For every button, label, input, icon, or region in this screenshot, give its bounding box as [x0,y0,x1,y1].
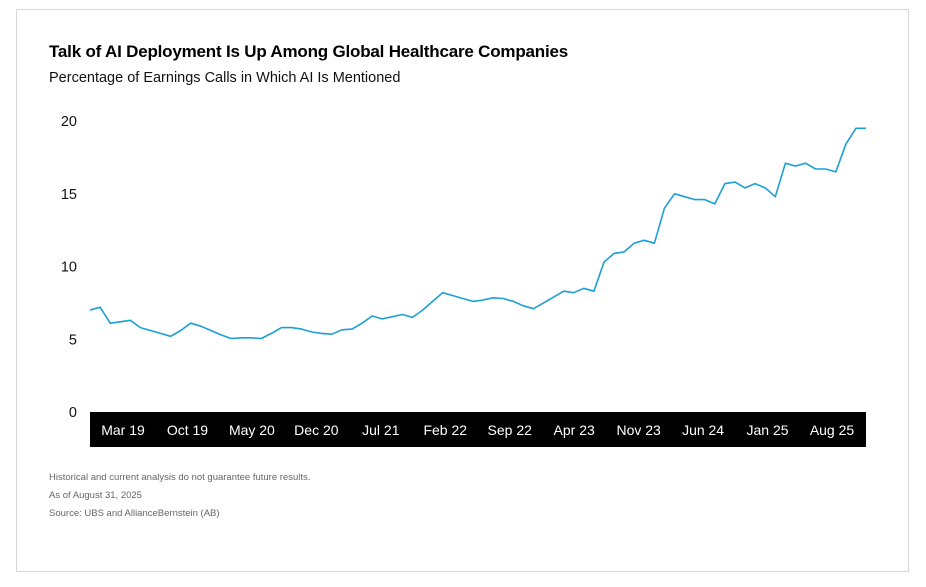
y-tick-label: 10 [61,260,77,276]
y-tick-label: 0 [69,405,77,421]
y-tick-label: 20 [61,114,77,130]
y-tick-label: 15 [61,187,77,203]
y-tick-label: 5 [69,332,77,348]
x-tick-label: Mar 19 [101,422,145,438]
x-tick-label: Jun 24 [682,422,724,438]
footnote-date: As of August 31, 2025 [49,490,142,501]
x-tick-label: Sep 22 [488,422,533,438]
x-tick-label: Aug 25 [810,422,855,438]
x-tick-label: May 20 [229,422,275,438]
footnote-source: Source: UBS and AllianceBernstein (AB) [49,508,220,519]
x-tick-label: Oct 19 [167,422,208,438]
chart-subtitle: Percentage of Earnings Calls in Which AI… [49,70,401,86]
footnotes: Historical and current analysis do not g… [49,471,310,525]
x-tick-label: Feb 22 [423,422,467,438]
x-axis-band [90,412,866,447]
series-line [89,127,866,340]
chart-frame [16,9,909,572]
x-tick-label: Jan 25 [747,422,789,438]
x-tick-label: Nov 23 [616,422,661,438]
y-axis: 0 5 10 15 20 [61,114,77,421]
x-tick-label: Apr 23 [554,422,595,438]
chart-title: Talk of AI Deployment Is Up Among Global… [49,42,568,61]
x-tick-label: Jul 21 [362,422,400,438]
x-axis: Mar 19 Oct 19 May 20 Dec 20 Jul 21 Feb 22 Sep … [101,422,854,438]
footnote-disclaimer: Historical and current analysis do not g… [49,472,311,483]
x-tick-label: Dec 20 [294,422,339,438]
